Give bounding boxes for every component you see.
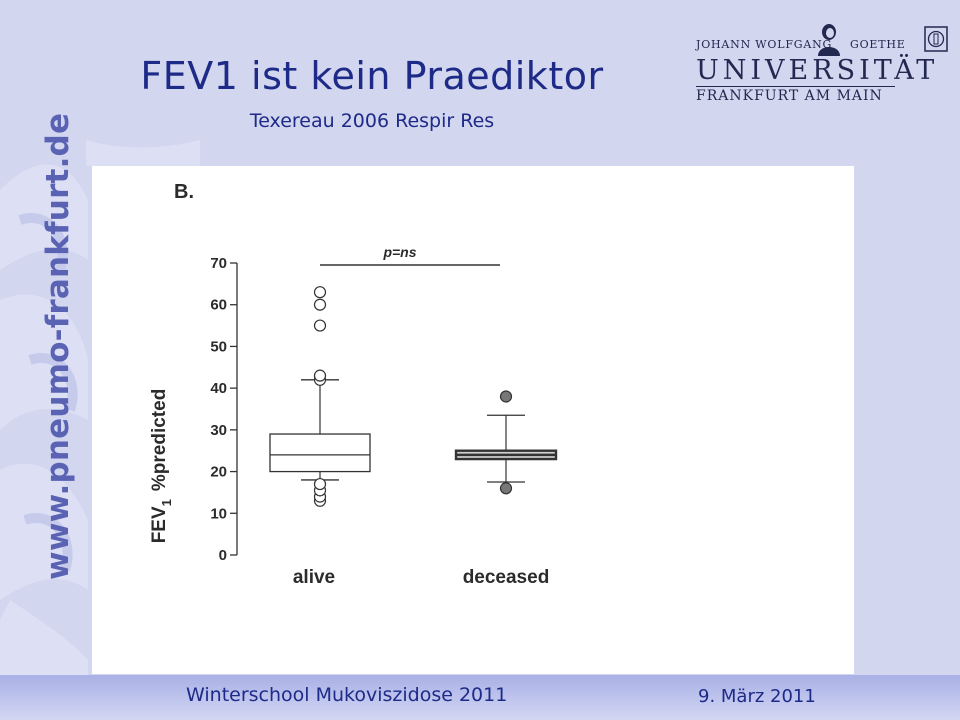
category-labels: alive deceased bbox=[293, 567, 549, 588]
y-tick-label: 10 bbox=[210, 505, 227, 522]
slide-title: FEV1 ist kein Praediktor bbox=[140, 54, 604, 98]
footer-event: Winterschool Mukoviszidose 2011 bbox=[186, 684, 508, 706]
university-seal-icon bbox=[924, 26, 948, 52]
goethe-portrait-icon bbox=[818, 24, 840, 56]
logo-divider bbox=[696, 86, 895, 87]
y-axis-label: FEV1 %predicted bbox=[149, 389, 174, 544]
boxplot-chart: B. FEV1 %predicted 0 10 20 30 40 50 60 70 p=ns a… bbox=[149, 181, 558, 588]
y-axis: 0 10 20 30 40 50 60 70 bbox=[210, 255, 238, 564]
logo-city: FRANKFURT AM MAIN bbox=[696, 88, 883, 104]
outlier-point bbox=[313, 286, 327, 299]
logo-top-line: JOHANN WOLFGANG GOETHE bbox=[696, 38, 905, 51]
y-label-main: FEV bbox=[149, 506, 170, 543]
outlier-point bbox=[313, 477, 327, 491]
y-tick-label: 0 bbox=[219, 547, 227, 564]
logo-university: UNIVERSITÄT bbox=[696, 55, 939, 86]
slide-subtitle: Texereau 2006 Respir Res bbox=[249, 110, 495, 132]
side-url: www.pneumo-frankfurt.de bbox=[40, 112, 76, 580]
y-tick-label: 50 bbox=[210, 338, 227, 355]
panel-label: B. bbox=[174, 181, 194, 203]
y-tick-label: 30 bbox=[210, 422, 227, 439]
logo-top-right: GOETHE bbox=[850, 38, 906, 51]
outlier-point bbox=[313, 319, 327, 332]
outlier-point bbox=[499, 390, 513, 403]
y-tick-label: 40 bbox=[210, 380, 227, 397]
outlier-point bbox=[499, 482, 513, 495]
outlier-point bbox=[313, 369, 327, 382]
outlier-point bbox=[313, 298, 327, 311]
y-label-rest: %predicted bbox=[149, 389, 170, 491]
y-tick-label: 60 bbox=[210, 297, 227, 314]
y-tick-label: 70 bbox=[210, 255, 227, 272]
x-label-alive: alive bbox=[293, 567, 335, 588]
x-label-deceased: deceased bbox=[463, 567, 550, 588]
plot-area: p=ns bbox=[269, 244, 558, 507]
svg-text:FEV1%predicted: FEV1 %predicted bbox=[149, 389, 174, 544]
chart-panel: B. FEV1 %predicted 0 10 20 30 40 50 60 70 p=ns a… bbox=[92, 166, 854, 674]
logo-top-left: JOHANN WOLFGANG bbox=[696, 38, 833, 51]
box-alive bbox=[269, 433, 371, 473]
footer-date: 9. März 2011 bbox=[698, 686, 816, 707]
significance-label: p=ns bbox=[382, 244, 416, 260]
y-label-sub: 1 bbox=[159, 499, 174, 506]
footer-band bbox=[0, 675, 960, 720]
y-tick-label: 20 bbox=[210, 464, 227, 481]
university-logo: JOHANN WOLFGANG GOETHE UNIVERSITÄT FRANK… bbox=[696, 20, 934, 105]
